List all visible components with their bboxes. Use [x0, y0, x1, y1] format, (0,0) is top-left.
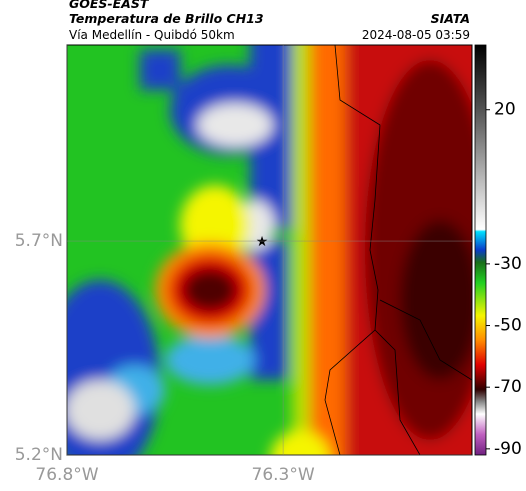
lat-label: 5.2°N [15, 445, 63, 465]
subtitle: Vía Medellín - Quibdó 50km [69, 28, 235, 42]
border [379, 299, 472, 381]
lon-label: 76.8°W [35, 465, 98, 485]
colorbar-label: -90 [494, 439, 522, 459]
source: GOES-EAST [69, 0, 150, 11]
lat-label: 5.7°N [15, 231, 63, 251]
organization: SIATA [431, 11, 470, 26]
colorbar-label: 20 [494, 100, 516, 120]
colorbar-label: -70 [494, 377, 522, 397]
colorbar [474, 44, 487, 456]
title: Temperatura de Brillo CH13 [69, 11, 264, 26]
border [374, 329, 421, 455]
lon-label: 76.3°W [252, 465, 315, 485]
dynamic: 5.7°N 5.2°N76.8°W 76.3°W 20 -30 -50 -70 -90 [15, 45, 522, 485]
colorbar-label: -50 [494, 316, 522, 336]
brightness-image: ★ [67, 45, 472, 455]
coastline [324, 45, 381, 455]
colorbar-label: -30 [494, 254, 522, 274]
datetime: 2024-08-05 03:59 [362, 28, 470, 42]
location-star: ★ [256, 234, 269, 250]
